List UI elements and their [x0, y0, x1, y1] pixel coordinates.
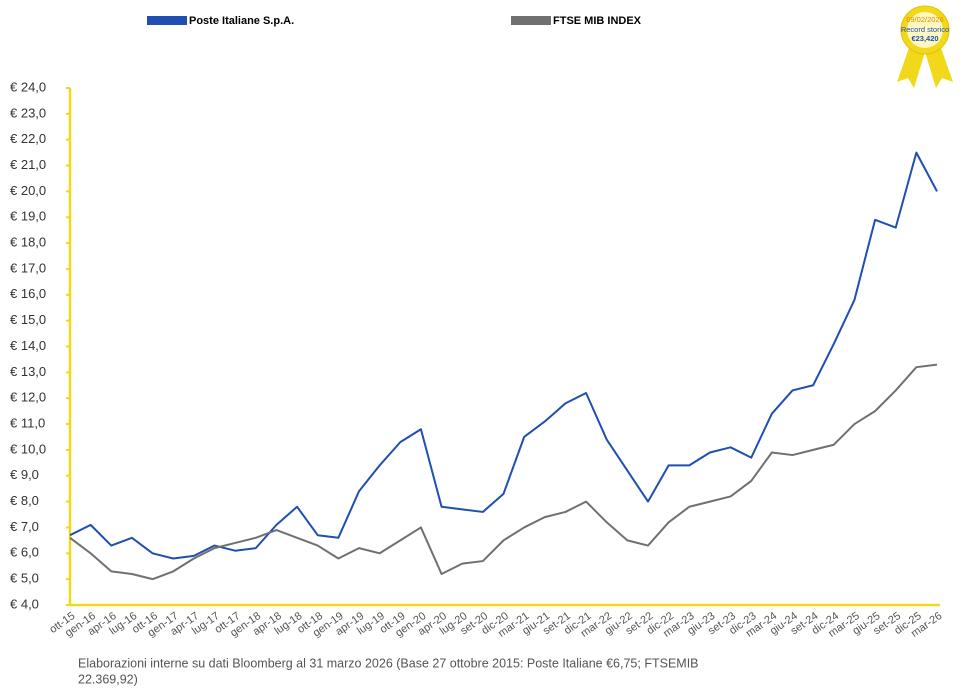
note: Elaborazioni interne su dati Bloomberg a…	[78, 656, 699, 670]
y-tick-label: € 23,0	[10, 105, 46, 120]
y-tick-label: € 15,0	[10, 312, 46, 327]
note: 22.369,92)	[78, 672, 138, 686]
y-tick-label: € 24,0	[10, 79, 46, 94]
badge-text: Record storico	[901, 25, 949, 34]
ribbon	[925, 45, 953, 88]
y-tick-label: € 16,0	[10, 286, 46, 301]
y-tick-label: € 13,0	[10, 364, 46, 379]
y-tick-label: € 22,0	[10, 131, 46, 146]
y-tick-label: € 4,0	[10, 596, 39, 611]
legend-swatch	[147, 16, 187, 25]
y-tick-label: € 14,0	[10, 338, 46, 353]
badge-value: €23,420	[911, 34, 938, 43]
y-tick-label: € 5,0	[10, 571, 39, 586]
y-tick-label: € 11,0	[10, 415, 45, 430]
y-tick-label: € 7,0	[10, 519, 39, 534]
y-tick-label: € 8,0	[10, 493, 39, 508]
series-line	[69, 363, 938, 581]
y-tick-label: € 19,0	[10, 209, 46, 224]
legend-swatch	[511, 16, 551, 25]
y-tick-label: € 10,0	[10, 441, 46, 456]
legend-label: Poste Italiane S.p.A.	[189, 15, 294, 27]
ribbon	[897, 45, 925, 88]
y-tick-label: € 9,0	[10, 467, 39, 482]
y-tick-label: € 20,0	[10, 183, 46, 198]
series-line	[69, 151, 938, 560]
badge-date: 09/02/2026	[906, 15, 944, 24]
badge: 09/02/2026 Record storico €23,420	[897, 5, 953, 88]
y-tick-label: € 12,0	[10, 390, 46, 405]
y-tick-label: € 18,0	[10, 235, 46, 250]
rosette-center	[907, 12, 943, 48]
legend-label: FTSE MIB INDEX	[553, 15, 642, 27]
y-tick-label: € 6,0	[10, 545, 39, 560]
y-tick-label: € 21,0	[10, 157, 46, 172]
y-tick-label: € 17,0	[10, 260, 46, 275]
